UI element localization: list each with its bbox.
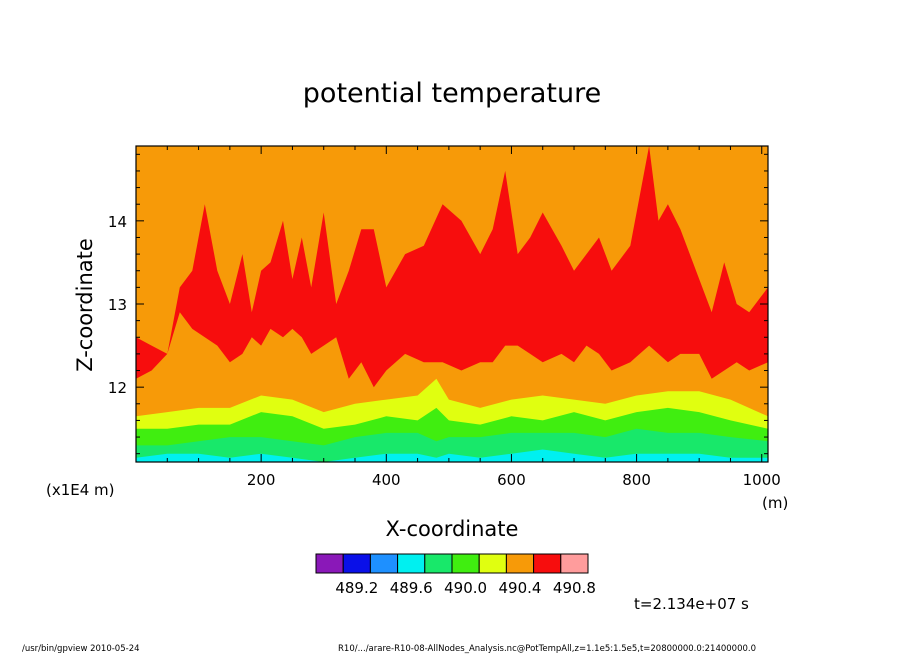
band-489.6-489.8 <box>136 428 768 462</box>
time-label: t=2.134e+07 s <box>634 595 749 613</box>
colorbar-label: 489.2 <box>335 579 378 597</box>
colorbar-label: 490.4 <box>499 579 542 597</box>
colorbar-swatch <box>424 553 453 574</box>
x-axis-label: X-coordinate <box>386 517 519 541</box>
y-axis-label: Z-coordinate <box>73 238 97 372</box>
x-tick-label: 400 <box>372 471 401 489</box>
footer-left: /usr/bin/gpview 2010-05-24 <box>22 644 140 654</box>
colorbar-swatch <box>478 553 507 574</box>
plot-area <box>136 146 768 462</box>
colorbar-label: 489.6 <box>390 579 433 597</box>
x-tick-label: 200 <box>247 471 276 489</box>
y-tick-label: 13 <box>108 296 127 314</box>
y-tick-label: 14 <box>108 213 127 231</box>
colorbar-label: 490.8 <box>553 579 596 597</box>
colorbar-swatch <box>342 553 371 574</box>
colorbar-label: 490.0 <box>444 579 487 597</box>
band-489.4-489.6 <box>136 449 768 462</box>
band-490.8-491.2 <box>136 146 768 388</box>
y-tick-label: 12 <box>108 379 127 397</box>
x-unit: (m) <box>762 494 788 512</box>
colorbar-swatch <box>533 553 562 574</box>
colorbar-swatch <box>397 553 426 574</box>
x-tick-label: 800 <box>622 471 651 489</box>
chart-title: potential temperature <box>303 78 601 109</box>
contour-fill <box>136 146 768 462</box>
colorbar-swatch <box>369 553 399 574</box>
colorbar-swatch <box>560 553 589 574</box>
x-tick-label: 1000 <box>743 471 781 489</box>
colorbar: 489.2 489.6 490.0 490.4 490.8 <box>315 553 596 597</box>
axes: 200 400 600 800 1000 12 13 14 <box>108 145 781 489</box>
colorbar-swatch <box>451 553 480 574</box>
colorbar-swatch <box>505 553 535 574</box>
colorbar-swatch <box>315 553 344 574</box>
x-tick-label: 600 <box>497 471 526 489</box>
y-scale-note: (x1E4 m) <box>46 481 115 499</box>
footer-right: R10/.../arare-R10-08-AllNodes_Analysis.n… <box>338 644 756 654</box>
